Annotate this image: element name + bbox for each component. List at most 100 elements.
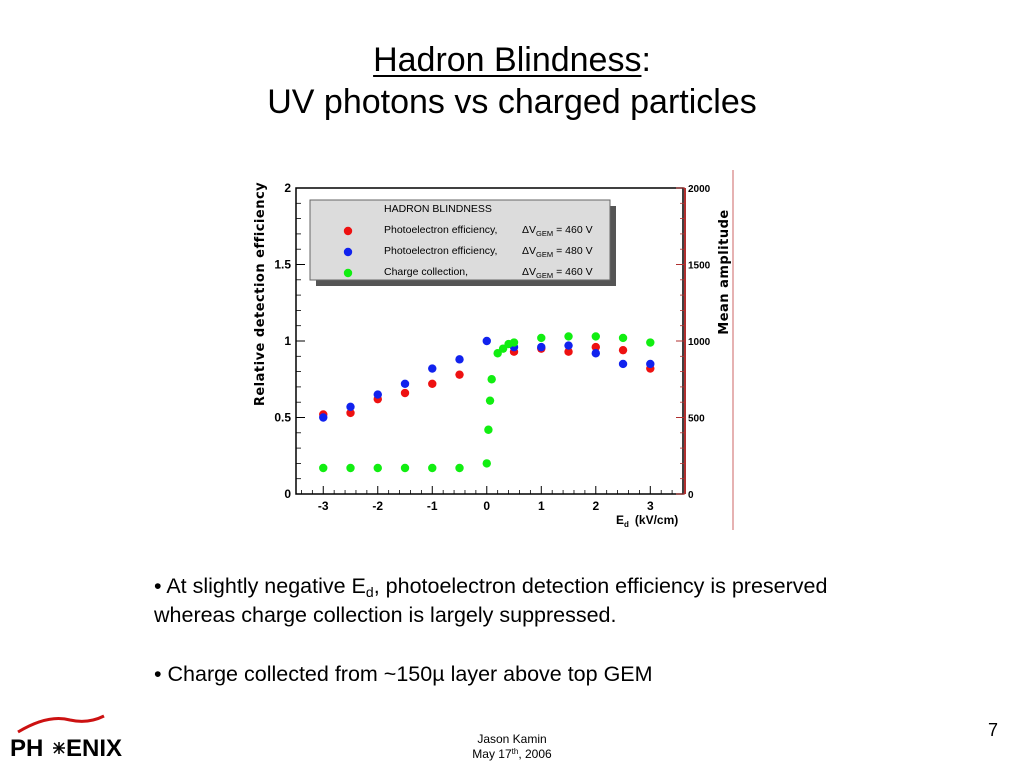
x-axis-label-sub: d (624, 520, 629, 529)
y-right-tick-label: 0 (688, 490, 694, 501)
data-point-series-2 (319, 413, 328, 422)
page-number: 7 (987, 720, 998, 740)
logo-swoosh (17, 714, 105, 734)
legend-entry-label: Charge collection, (384, 266, 468, 278)
title-line-2: UV photons vs charged particles (267, 83, 757, 121)
data-point-series-1 (400, 388, 410, 398)
footer-date-prefix: May 17 (472, 747, 512, 761)
data-point-series-3 (646, 338, 655, 347)
data-point-series-1 (428, 379, 437, 389)
data-point-series-2 (428, 364, 437, 373)
slide-title: Hadron Blindness: UV photons vs charged … (0, 40, 1024, 122)
data-point-series-1 (591, 342, 600, 352)
title-colon: : (641, 41, 651, 79)
legend-entries: Photoelectron efficiency, ΔVGEM = 460 VPho… (343, 224, 593, 280)
data-point-series-1 (618, 345, 628, 355)
legend-marker (343, 268, 353, 278)
data-point-series-3 (485, 396, 495, 405)
x-tick-label: -2 (372, 499, 383, 513)
y-tick-label: 0.5 (274, 411, 291, 425)
y-tick-label: 1.5 (274, 258, 291, 272)
data-point-series-2 (537, 342, 546, 352)
data-point-series-3 (373, 463, 382, 473)
data-point-series-2 (373, 390, 382, 399)
data-point-series-3 (564, 332, 573, 341)
legend-dv-value: = 460 V (556, 224, 593, 236)
legend-entry-dv: ΔVGEM = 460 V (522, 224, 593, 238)
logo-text-right: ENIX (66, 735, 122, 762)
data-point-series-3 (484, 425, 493, 434)
legend-dv-value: = 460 V (556, 266, 593, 278)
axes-group: -3 -2 -1 0 1 2 3 0 0.5 1 1.5 2 0 500 1000 1500 2000 (274, 181, 710, 513)
data-point-series-3 (482, 459, 491, 468)
legend-dv-symbol: ΔV (522, 266, 536, 278)
x-axis-label-main: E (616, 513, 624, 527)
x-tick-label: -3 (318, 499, 329, 513)
legend-marker (343, 226, 353, 236)
title-line-1: Hadron Blindness: (0, 40, 1024, 80)
legend-marker (343, 247, 353, 257)
bullet-item: • At slightly negative Ed, photoelectron… (154, 572, 914, 630)
x-tick-label: 0 (483, 499, 490, 513)
data-point-series-2 (618, 359, 628, 369)
y-right-tick-label: 1000 (688, 337, 711, 348)
legend-entry-dv: ΔVGEM = 460 V (522, 266, 593, 280)
y-right-axis-label: Mean amplitude (717, 209, 732, 334)
data-point-series-2 (564, 341, 573, 350)
data-point-series-3 (346, 463, 355, 473)
legend-dv-sub: GEM (536, 271, 553, 280)
data-point-series-2 (346, 402, 355, 411)
footer: Jason Kamin May 17th, 2006 (412, 732, 612, 762)
data-point-series-2 (591, 349, 600, 358)
data-point-series-3 (591, 332, 600, 341)
data-point-series-2 (482, 336, 491, 346)
x-tick-label: 1 (538, 499, 545, 513)
footer-date: May 17th, 2006 (412, 747, 612, 762)
data-point-series-3 (428, 463, 437, 473)
y-right-tick-label: 500 (688, 414, 705, 425)
data-point-series-3 (455, 463, 464, 473)
legend-entry-label: Photoelectron efficiency, (384, 245, 497, 257)
y-tick-label: 1 (284, 334, 291, 348)
footer-author: Jason Kamin (477, 732, 547, 746)
data-point-series-3 (618, 333, 628, 343)
data-point-series-1 (564, 347, 573, 356)
data-point-series-3 (319, 463, 328, 473)
legend-dv-symbol: ΔV (522, 224, 536, 236)
bullet-1-sub: d (365, 584, 374, 600)
y-tick-label: 0 (284, 487, 291, 501)
legend-box (309, 199, 611, 281)
data-point-series-3 (487, 375, 496, 384)
footer-date-sup: th (511, 747, 519, 756)
x-tick-label: -1 (427, 499, 438, 513)
data-point-series-2 (400, 379, 410, 389)
bullet-1-prefix: • At slightly negative E (154, 574, 366, 598)
legend-entry-dv: ΔVGEM = 480 V (522, 245, 593, 259)
x-tick-label: 3 (647, 499, 654, 513)
legend-dv-sub: GEM (536, 250, 553, 259)
footer-date-suffix: , 2006 (518, 747, 552, 761)
data-point-series-3 (400, 463, 410, 473)
y-right-tick-label: 1500 (688, 261, 711, 272)
bullet-1-suffix: , photoelectron detection efficiency is … (154, 574, 828, 627)
legend-dv-symbol: ΔV (522, 245, 536, 257)
y-axis-label: Relative detection efficiency (253, 182, 268, 406)
legend-title: HADRON BLINDNESS (384, 203, 492, 215)
y-right-tick-label: 2000 (688, 184, 711, 195)
x-tick-label: 2 (592, 499, 599, 513)
data-points (319, 332, 655, 473)
bullet-list: • At slightly negative Ed, photoelectron… (154, 572, 914, 689)
data-point-series-1 (346, 408, 355, 418)
efficiency-chart: -3 -2 -1 0 1 2 3 0 0.5 1 1.5 2 0 500 1000 1500 2000 HADR… (253, 170, 734, 530)
data-point-series-2 (455, 355, 464, 364)
x-axis-label: Ed (kV/cm) (616, 513, 678, 529)
data-point-series-3 (537, 333, 546, 343)
logo-text-left: PH (10, 735, 43, 762)
phoenix-bird-icon (53, 742, 65, 754)
legend-dv-sub: GEM (536, 229, 553, 238)
x-axis-label-unit: (kV/cm) (635, 513, 678, 527)
bullet-item: • Charge collected from ~150µ layer abov… (154, 662, 653, 686)
legend-entry-label: Photoelectron efficiency, (384, 224, 497, 236)
data-point-series-3 (509, 338, 519, 347)
data-point-series-2 (646, 359, 655, 369)
